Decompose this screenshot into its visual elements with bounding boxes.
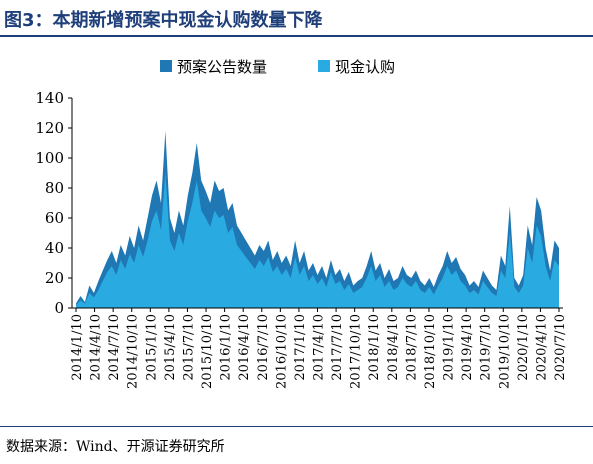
y-tick-label: 140 <box>35 89 64 107</box>
x-tick-label: 2020/4/10 <box>534 314 549 381</box>
x-tick-label: 2017/1/10 <box>293 314 308 381</box>
x-tick-label: 2016/4/10 <box>237 314 252 381</box>
legend-item-cash: 现金认购 <box>318 56 395 76</box>
x-tick-label: 2015/4/10 <box>163 314 178 381</box>
x-tick-label: 2020/1/10 <box>516 314 531 381</box>
x-tick-label: 2018/7/10 <box>404 314 419 381</box>
x-tick-label: 2020/7/10 <box>553 314 568 381</box>
title-bar: 图3：本期新增预案中现金认购数量下降 <box>0 0 593 37</box>
x-tick-label: 2014/1/10 <box>70 314 85 381</box>
source-note: 数据来源：Wind、开源证券研究所 <box>6 439 225 455</box>
x-tick-label: 2018/1/10 <box>367 314 382 381</box>
x-tick-label: 2016/10/10 <box>274 314 289 389</box>
page-title: 图3：本期新增预案中现金认购数量下降 <box>4 10 323 31</box>
x-tick-label: 2015/7/10 <box>181 314 196 381</box>
legend-swatch-cash <box>318 60 330 72</box>
y-tick-label: 0 <box>54 299 64 317</box>
y-tick-label: 120 <box>35 119 64 137</box>
x-tick-label: 2019/4/10 <box>460 314 475 381</box>
x-tick-label: 2018/10/10 <box>423 314 438 389</box>
x-tick-label: 2015/1/10 <box>144 314 159 381</box>
source-divider <box>0 426 593 427</box>
x-tick-label: 2016/1/10 <box>219 314 234 381</box>
y-tick-label: 100 <box>35 149 64 167</box>
y-tick-label: 80 <box>45 179 64 197</box>
legend-item-total: 预案公告数量 <box>160 56 267 76</box>
x-tick-label: 2014/7/10 <box>107 314 122 381</box>
series-cash-area <box>76 173 559 308</box>
y-tick-label: 60 <box>45 209 64 227</box>
x-tick-label: 2017/7/10 <box>330 314 345 381</box>
legend-swatch-total <box>160 60 172 72</box>
x-tick-label: 2017/4/10 <box>312 314 327 381</box>
legend-label-cash: 现金认购 <box>335 57 396 76</box>
y-tick-label: 40 <box>45 239 64 257</box>
x-tick-label: 2018/4/10 <box>386 314 401 381</box>
y-tick-label: 20 <box>45 269 64 287</box>
x-tick-label: 2016/7/10 <box>256 314 271 381</box>
x-tick-label: 2014/4/10 <box>89 314 104 381</box>
x-tick-label: 2019/10/10 <box>497 314 512 389</box>
title-divider <box>0 35 593 37</box>
x-tick-label: 2017/10/10 <box>349 314 364 389</box>
x-tick-label: 2014/10/10 <box>126 314 141 389</box>
x-tick-label: 2015/10/10 <box>200 314 215 389</box>
x-tick-label: 2019/7/10 <box>479 314 494 381</box>
chart-legend: 预案公告数量 现金认购 <box>0 56 593 76</box>
x-tick-label: 2019/1/10 <box>442 314 457 381</box>
legend-label-total: 预案公告数量 <box>177 57 268 76</box>
